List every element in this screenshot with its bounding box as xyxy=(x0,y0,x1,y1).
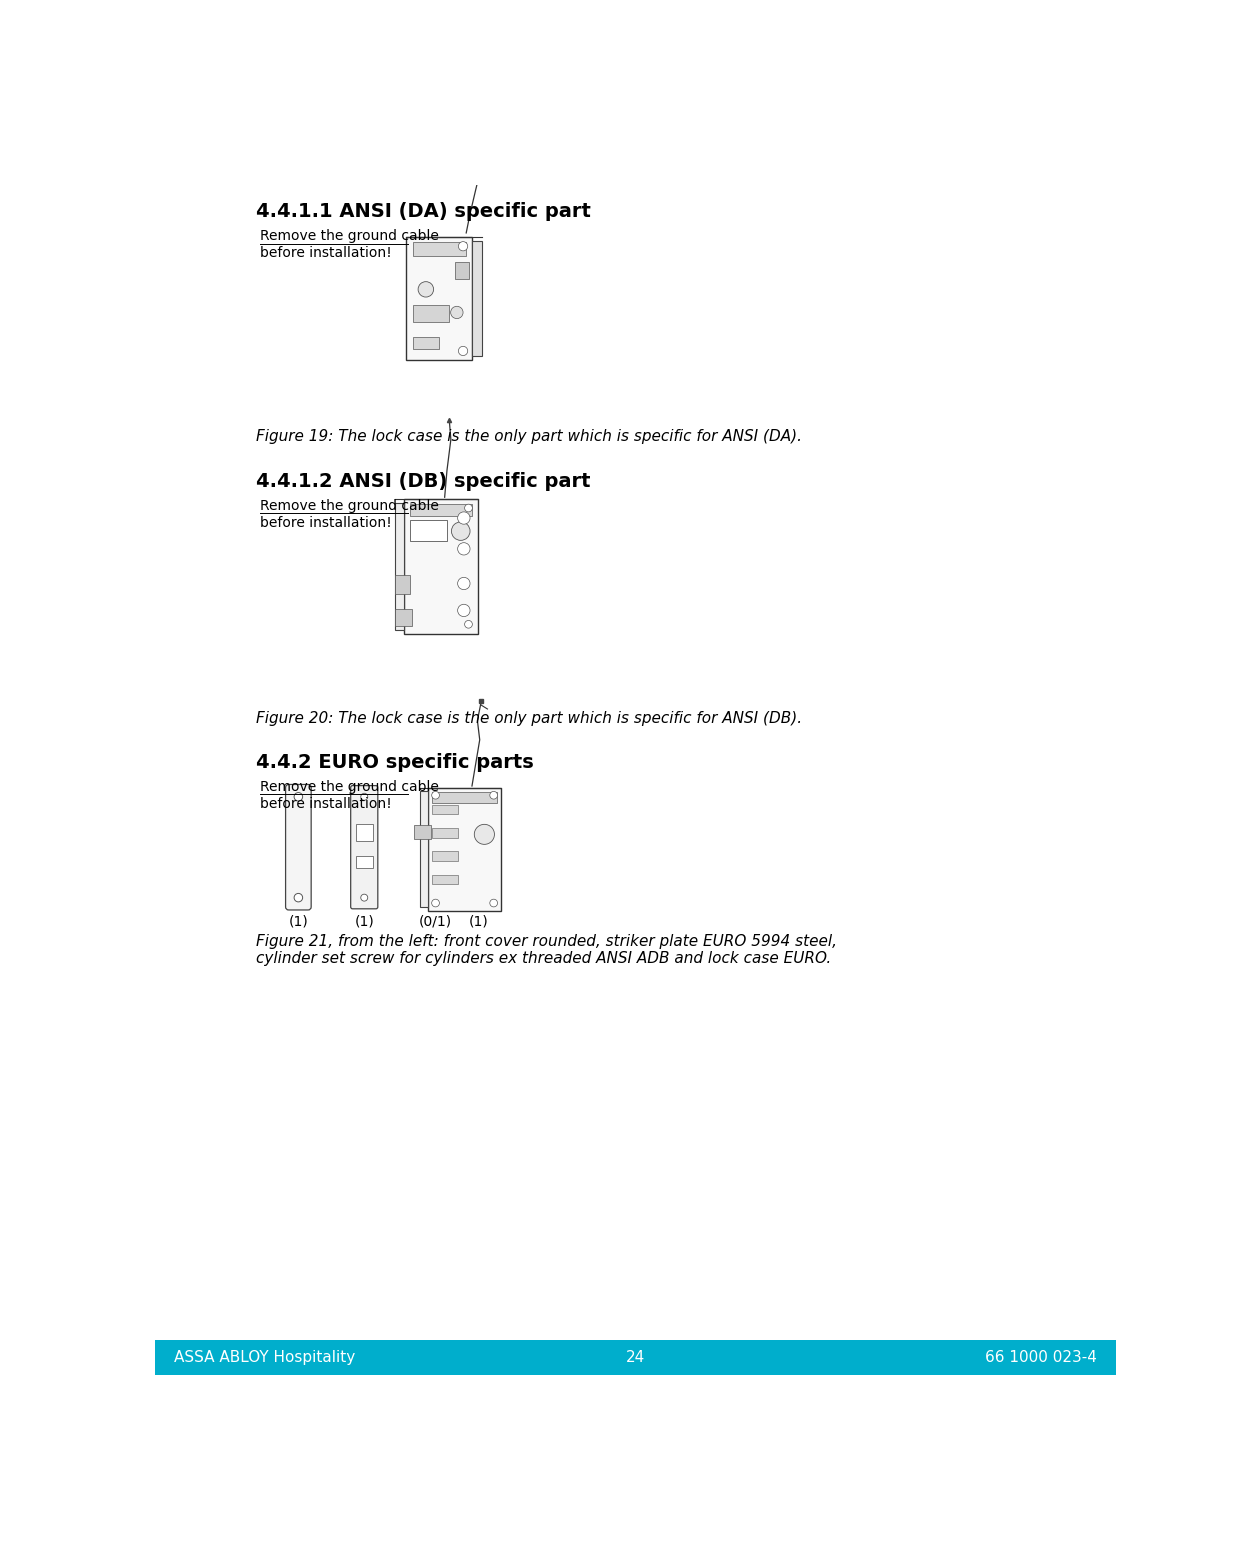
Bar xyxy=(356,856,373,867)
Bar xyxy=(394,502,404,630)
Circle shape xyxy=(432,899,439,907)
Bar xyxy=(155,1341,1116,1375)
Circle shape xyxy=(432,791,439,799)
Text: Figure 19: The lock case is the only part which is specific for ANSI (DA).: Figure 19: The lock case is the only par… xyxy=(255,430,802,445)
Circle shape xyxy=(458,511,470,524)
Text: 4.4.1.2 ANSI (DB) specific part: 4.4.1.2 ANSI (DB) specific part xyxy=(255,471,590,491)
Circle shape xyxy=(458,578,470,590)
Bar xyxy=(433,793,497,803)
Text: cylinder set screw for cylinders ex threaded ANSI ADB and lock case EURO.: cylinder set screw for cylinders ex thre… xyxy=(255,950,831,966)
Text: ASSA ABLOY Hospitality: ASSA ABLOY Hospitality xyxy=(175,1350,356,1366)
Text: before installation!: before installation! xyxy=(259,797,392,811)
Bar xyxy=(428,788,501,910)
Text: Remove the ground cable: Remove the ground cable xyxy=(259,229,439,243)
Text: (1): (1) xyxy=(355,915,374,929)
FancyBboxPatch shape xyxy=(351,785,378,908)
Text: 66 1000 023-4: 66 1000 023-4 xyxy=(985,1350,1096,1366)
Bar xyxy=(433,851,459,861)
Circle shape xyxy=(418,281,434,297)
Text: before installation!: before installation! xyxy=(259,246,392,260)
Bar xyxy=(413,337,439,349)
Bar xyxy=(413,304,449,321)
Text: Figure 20: The lock case is the only part which is specific for ANSI (DB).: Figure 20: The lock case is the only par… xyxy=(255,711,802,726)
Text: Figure 21, from the left: front cover rounded, striker plate EURO 5994 steel,: Figure 21, from the left: front cover ro… xyxy=(255,933,837,949)
Text: Remove the ground cable: Remove the ground cable xyxy=(259,499,439,513)
Bar xyxy=(410,519,448,541)
Bar xyxy=(433,874,459,884)
Bar xyxy=(404,499,477,633)
Bar xyxy=(420,791,428,907)
Text: 4.4.2 EURO specific parts: 4.4.2 EURO specific parts xyxy=(255,752,533,772)
Bar xyxy=(472,241,481,357)
Text: 4.4.1.1 ANSI (DA) specific part: 4.4.1.1 ANSI (DA) specific part xyxy=(255,202,590,221)
Circle shape xyxy=(459,346,467,355)
Bar xyxy=(414,825,432,839)
Text: (0/1): (0/1) xyxy=(419,915,453,929)
Text: (1): (1) xyxy=(469,915,489,929)
Circle shape xyxy=(459,241,467,250)
Circle shape xyxy=(294,793,303,800)
Bar xyxy=(410,504,471,516)
Bar xyxy=(394,609,412,626)
Circle shape xyxy=(450,306,463,318)
Text: 24: 24 xyxy=(626,1350,645,1366)
Text: before installation!: before installation! xyxy=(259,516,392,530)
Circle shape xyxy=(490,791,497,799)
Circle shape xyxy=(490,899,497,907)
Circle shape xyxy=(361,895,368,901)
Text: (1): (1) xyxy=(289,915,309,929)
Circle shape xyxy=(465,504,472,511)
Bar xyxy=(413,243,466,256)
Circle shape xyxy=(361,793,368,800)
Circle shape xyxy=(294,893,303,902)
Bar xyxy=(433,828,459,837)
Text: Remove the ground cable: Remove the ground cable xyxy=(259,780,439,794)
Circle shape xyxy=(458,542,470,555)
Bar xyxy=(407,236,472,360)
Bar xyxy=(433,805,459,814)
Bar xyxy=(356,825,373,840)
Circle shape xyxy=(451,522,470,541)
Bar xyxy=(455,263,469,280)
Circle shape xyxy=(458,604,470,616)
Bar xyxy=(394,575,410,595)
FancyBboxPatch shape xyxy=(285,785,311,910)
Circle shape xyxy=(475,825,495,845)
Circle shape xyxy=(465,621,472,629)
